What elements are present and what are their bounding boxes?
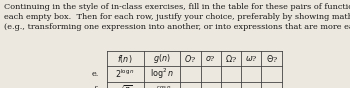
Text: $\sqrt{n}$: $\sqrt{n}$ xyxy=(118,84,132,88)
Text: $g(n)$: $g(n)$ xyxy=(153,52,171,65)
Text: $\log^2 n$: $\log^2 n$ xyxy=(150,67,174,81)
Text: $f(n)$: $f(n)$ xyxy=(118,53,133,65)
Text: $2^{\log n}$: $2^{\log n}$ xyxy=(115,68,135,80)
Text: $O$?: $O$? xyxy=(184,53,196,64)
Text: f.: f. xyxy=(94,86,99,88)
Text: $n^{\cos n}$: $n^{\cos n}$ xyxy=(152,84,172,88)
Text: (e.g., transforming one expression into another, or into expressions that are mo: (e.g., transforming one expression into … xyxy=(4,23,350,31)
Text: each empty box.  Then for each row, justify your choice, preferably by showing m: each empty box. Then for each row, justi… xyxy=(4,13,350,21)
Text: $\Theta$?: $\Theta$? xyxy=(266,53,278,64)
Text: Continuing in the style of in-class exercises, fill in the table for these pairs: Continuing in the style of in-class exer… xyxy=(4,3,350,11)
Text: $o$?: $o$? xyxy=(205,54,216,63)
Text: e.: e. xyxy=(92,70,99,78)
Text: $\omega$?: $\omega$? xyxy=(245,54,258,63)
Text: $\Omega$?: $\Omega$? xyxy=(225,53,237,64)
